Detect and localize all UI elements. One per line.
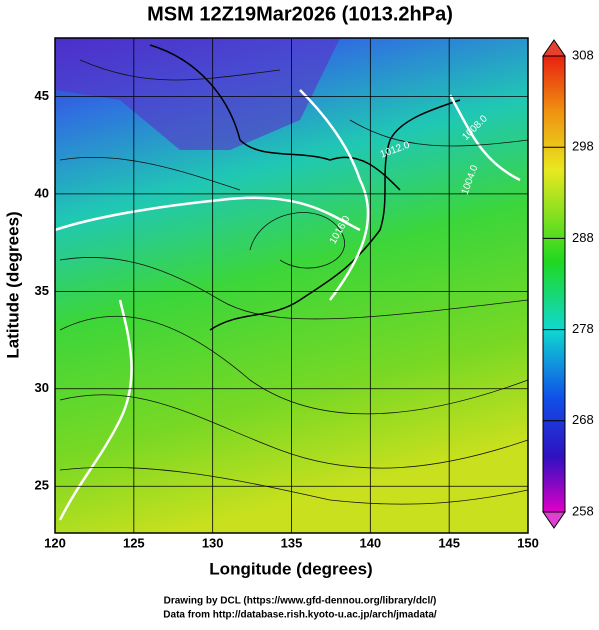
footer-text: Drawing by DCL (https://www.gfd-dennou.o… [164, 596, 437, 607]
y-tick-label: 25 [35, 478, 49, 493]
y-tick-label: 45 [35, 88, 49, 103]
x-tick-label: 145 [438, 535, 460, 550]
y-axis-label: Latitude (degrees) [3, 211, 22, 358]
footer-text: Data from http://database.rish.kyoto-u.a… [163, 610, 437, 621]
x-tick-label: 140 [359, 535, 381, 550]
colorbar-tick-label: 288 [572, 230, 594, 245]
x-tick-label: 125 [123, 535, 145, 550]
colorbar-tick-label: 258 [572, 503, 594, 518]
y-tick-label: 40 [35, 185, 49, 200]
x-tick-label: 135 [281, 535, 303, 550]
colorbar-max-arrow [542, 39, 566, 57]
colorbar-min-arrow [542, 511, 566, 529]
colorbar-tick-label: 268 [572, 412, 594, 427]
colorbar-tick-label: 298 [572, 139, 594, 154]
colorbar [542, 55, 566, 513]
y-tick-label: 30 [35, 380, 49, 395]
colorbar-tick-label: 278 [572, 321, 594, 336]
y-tick-label: 35 [35, 283, 49, 298]
x-tick-label: 150 [517, 535, 539, 550]
x-tick-label: 120 [44, 535, 66, 550]
chart-title: MSM 12Z19Mar2026 (1013.2hPa) [147, 3, 453, 25]
x-axis-label: Longitude (degrees) [209, 559, 372, 578]
x-tick-label: 130 [202, 535, 224, 550]
colorbar-tick-label: 308 [572, 47, 594, 62]
plot-frame [54, 37, 529, 534]
